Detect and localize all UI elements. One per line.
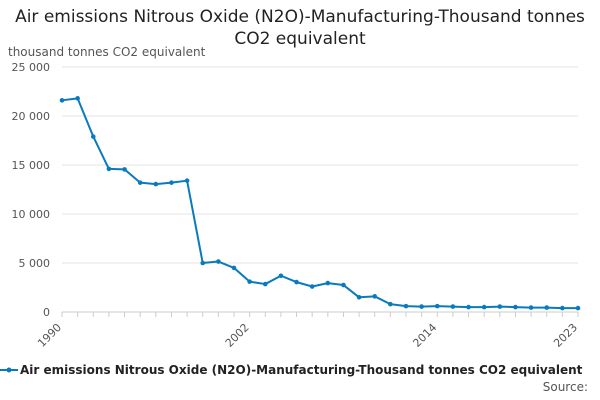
data-point bbox=[75, 96, 80, 101]
data-point bbox=[419, 304, 424, 309]
data-point bbox=[153, 181, 159, 187]
legend-swatch bbox=[0, 367, 18, 373]
data-point bbox=[513, 304, 518, 310]
data-point bbox=[403, 303, 409, 309]
data-point bbox=[560, 305, 565, 311]
data-point bbox=[450, 304, 456, 309]
data-point bbox=[544, 305, 550, 310]
data-point bbox=[278, 273, 284, 279]
chart-title: Air emissions Nitrous Oxide (N2O)-Manufa… bbox=[15, 7, 585, 49]
x-tick-label: 2023 bbox=[551, 321, 580, 350]
data-point bbox=[137, 180, 143, 185]
data-point bbox=[59, 98, 65, 103]
data-point bbox=[262, 281, 268, 287]
y-tick-label: 0 bbox=[43, 306, 50, 319]
data-point bbox=[372, 294, 378, 299]
data-point bbox=[106, 166, 112, 172]
data-point bbox=[122, 167, 127, 172]
data-point bbox=[309, 284, 315, 289]
y-tick-label: 20 000 bbox=[12, 110, 51, 123]
data-point bbox=[575, 305, 581, 311]
data-point bbox=[231, 265, 237, 271]
data-point bbox=[388, 301, 393, 307]
data-point bbox=[90, 134, 96, 139]
data-point bbox=[356, 295, 362, 300]
y-tick-label: 15 000 bbox=[12, 159, 51, 172]
y-tick-label: 5 000 bbox=[19, 257, 51, 270]
data-point bbox=[466, 304, 471, 310]
x-tick-label: 2014 bbox=[410, 321, 439, 350]
data-point bbox=[247, 279, 252, 284]
data-point bbox=[216, 259, 221, 264]
data-point bbox=[434, 303, 440, 309]
data-point bbox=[184, 178, 190, 183]
data-point bbox=[294, 279, 299, 285]
data-point bbox=[341, 282, 346, 288]
data-point bbox=[481, 304, 487, 310]
y-tick-label: 25 000 bbox=[12, 61, 51, 74]
data-point bbox=[325, 280, 331, 286]
source-label: Source: bbox=[542, 380, 588, 394]
data-point bbox=[200, 260, 206, 266]
x-tick-label: 2002 bbox=[223, 321, 252, 350]
data-point bbox=[528, 305, 534, 310]
y-axis-unit-label: thousand tonnes CO2 equivalent bbox=[8, 45, 206, 59]
legend-label: Air emissions Nitrous Oxide (N2O)-Manufa… bbox=[20, 363, 583, 377]
data-point bbox=[169, 180, 174, 185]
data-point bbox=[497, 304, 503, 309]
series-line bbox=[61, 97, 578, 310]
y-tick-label: 10 000 bbox=[12, 208, 51, 221]
x-tick-label: 1990 bbox=[35, 321, 64, 350]
legend: Air emissions Nitrous Oxide (N2O)-Manufa… bbox=[0, 362, 600, 380]
